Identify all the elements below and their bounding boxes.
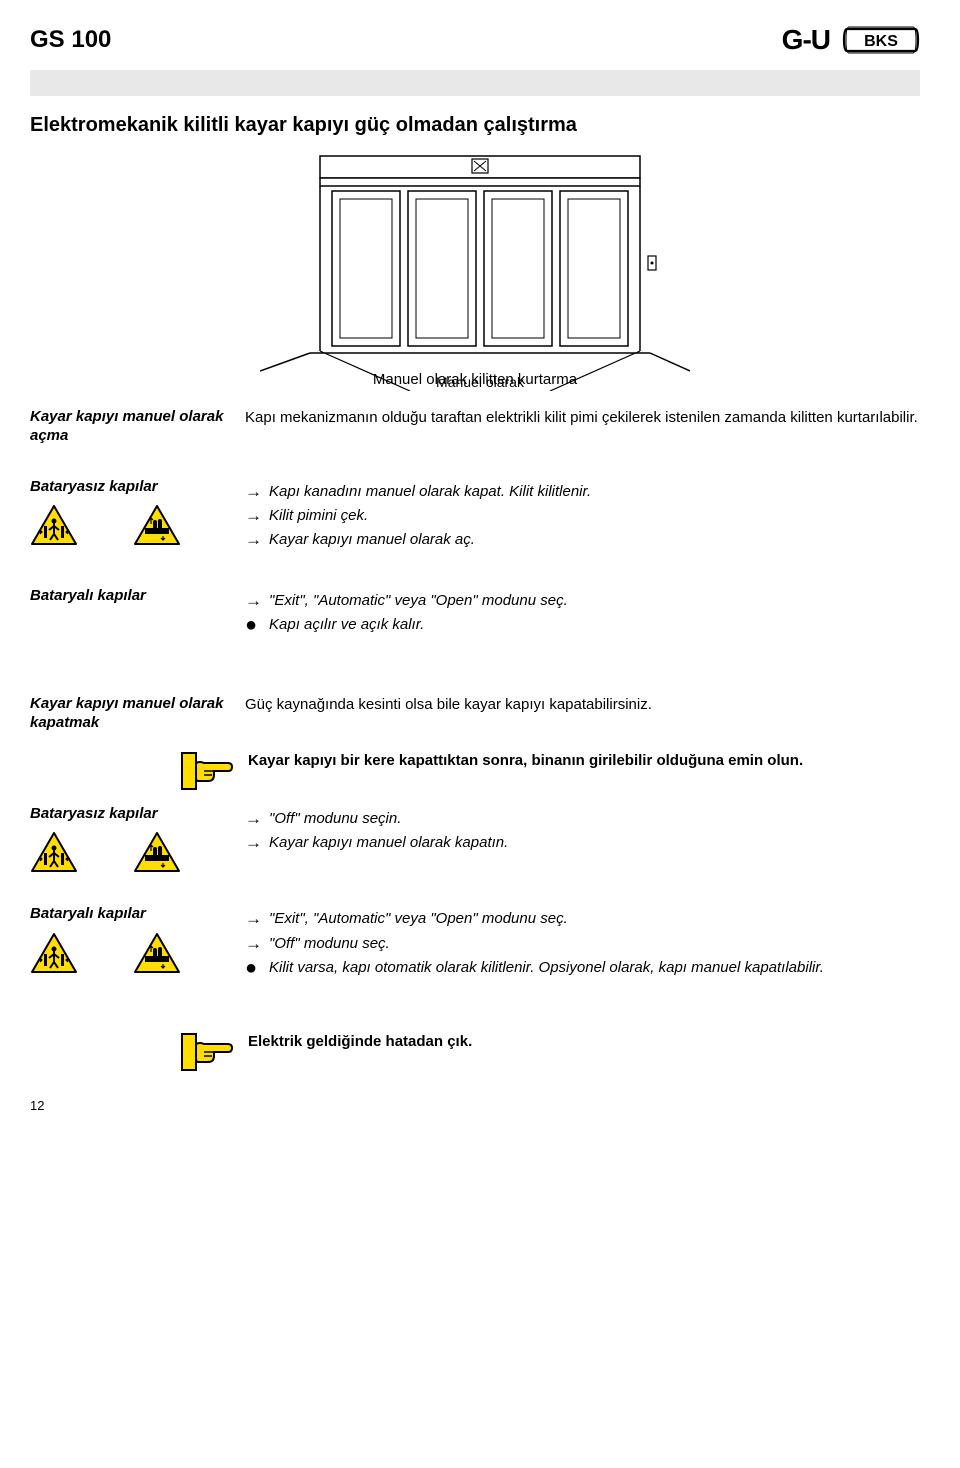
with-battery-2-line3: Kilit varsa, kapı otomatik olarak kilitl…: [269, 958, 824, 978]
no-battery-2-line1: "Off" modunu seçin.: [269, 809, 401, 829]
crush-warning-icon: [30, 504, 78, 546]
arrow-icon: →: [245, 530, 269, 550]
no-battery-2-line2: Kayar kapıyı manuel olarak kapatın.: [269, 833, 508, 853]
no-battery-1-line2: Kilit pimini çek.: [269, 506, 368, 526]
label-with-battery-1: Bataryalı kapılar: [30, 587, 245, 606]
logo-gu: G‑U: [782, 24, 830, 56]
note-1: Kayar kapıyı bir kere kapattıktan sonra,…: [180, 751, 920, 791]
arrow-icon: →: [245, 506, 269, 526]
header-band: [30, 70, 920, 96]
note-2-text: Elektrik geldiğinde hatadan çık.: [248, 1032, 920, 1052]
text-manual-close: Güç kaynağında kesinti olsa bile kayar k…: [245, 695, 920, 715]
row-with-battery-2: Bataryalı kapılar →"Exit", "Automatic" v…: [30, 905, 920, 982]
bullet-icon: ●: [245, 615, 269, 635]
crush-warning-icon: [30, 932, 78, 974]
hand-crush-warning-icon: [133, 504, 181, 546]
row-manual-close: Kayar kapıyı manuel olarak kapatmak Güç …: [30, 695, 920, 733]
row-no-battery-2: Bataryasız kapılar →"Off" modunu seçin. …: [30, 805, 920, 874]
door-illustration: Manuel olarak Manuel olarak kilitten kur…: [260, 151, 690, 388]
label-with-battery-2: Bataryalı kapılar: [30, 905, 245, 924]
brand-logos: G‑U BKS: [782, 24, 920, 56]
page-number: 12: [30, 1098, 920, 1113]
note-2: Elektrik geldiğinde hatadan çık.: [180, 1032, 920, 1072]
svg-text:BKS: BKS: [864, 33, 898, 50]
logo-bks: BKS: [842, 25, 920, 55]
row-no-battery-1: Bataryasız kapılar →Kapı kanadını manuel…: [30, 478, 920, 555]
label-no-battery-2: Bataryasız kapılar: [30, 805, 245, 824]
crush-warning-icon: [30, 831, 78, 873]
arrow-icon: →: [245, 833, 269, 853]
figure-caption-text: Manuel olarak kilitten kurtarma: [260, 371, 690, 388]
text-manual-open: Kapı mekanizmanın olduğu taraftan elektr…: [245, 408, 920, 428]
page-header: GS 100 G‑U BKS: [30, 20, 920, 60]
arrow-icon: →: [245, 591, 269, 611]
product-code: GS 100: [30, 26, 111, 54]
row-manual-open: Kayar kapıyı manuel olarak açma Kapı mek…: [30, 408, 920, 446]
hand-crush-warning-icon: [133, 932, 181, 974]
section-title: Elektromekanik kilitli kayar kapıyı güç …: [30, 114, 920, 137]
arrow-icon: →: [245, 482, 269, 502]
with-battery-2-line1: "Exit", "Automatic" veya "Open" modunu s…: [269, 909, 568, 929]
label-manual-open: Kayar kapıyı manuel olarak açma: [30, 408, 245, 446]
pointing-hand-icon: [180, 751, 236, 791]
label-no-battery-1: Bataryasız kapılar: [30, 478, 245, 497]
note-1-text: Kayar kapıyı bir kere kapattıktan sonra,…: [248, 751, 920, 771]
bullet-icon: ●: [245, 958, 269, 978]
no-battery-1-line3: Kayar kapıyı manuel olarak aç.: [269, 530, 475, 550]
hand-crush-warning-icon: [133, 831, 181, 873]
no-battery-1-line1: Kapı kanadını manuel olarak kapat. Kilit…: [269, 482, 591, 502]
with-battery-1-line2: Kapı açılır ve açık kalır.: [269, 615, 424, 635]
arrow-icon: →: [245, 909, 269, 929]
with-battery-1-line1: "Exit", "Automatic" veya "Open" modunu s…: [269, 591, 568, 611]
with-battery-2-line2: "Off" modunu seç.: [269, 934, 390, 954]
label-manual-close: Kayar kapıyı manuel olarak kapatmak: [30, 695, 245, 733]
pointing-hand-icon: [180, 1032, 236, 1072]
row-with-battery-1: Bataryalı kapılar →"Exit", "Automatic" v…: [30, 587, 920, 639]
arrow-icon: →: [245, 934, 269, 954]
arrow-icon: →: [245, 809, 269, 829]
